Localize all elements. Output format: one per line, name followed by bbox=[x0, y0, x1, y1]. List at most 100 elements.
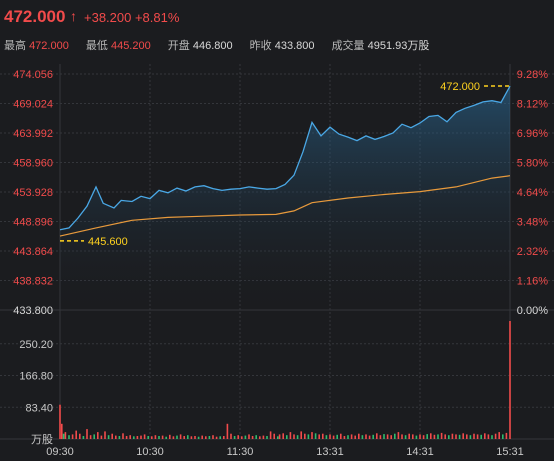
volume-bar bbox=[151, 436, 153, 439]
last-price: 472.000 bbox=[4, 7, 66, 26]
volume-bar bbox=[161, 435, 164, 439]
volume-bar bbox=[322, 433, 324, 439]
percent-tick-label: 6.96% bbox=[517, 128, 548, 140]
volume-bar bbox=[118, 436, 121, 439]
volume-bar bbox=[343, 436, 346, 439]
quote-header: 472.000 ↑ +38.200 +8.81% 最高 472.000 最低 4… bbox=[0, 0, 554, 58]
volume-bar bbox=[311, 432, 313, 439]
volume-bars bbox=[59, 321, 511, 439]
volume-bar bbox=[455, 434, 457, 439]
volume-bar bbox=[122, 433, 124, 439]
price-tick-label: 469.024 bbox=[13, 99, 53, 111]
percent-tick-label: 2.32% bbox=[517, 246, 548, 258]
time-tick-label: 09:30 bbox=[46, 446, 74, 458]
volume-bar bbox=[147, 436, 149, 439]
time-tick-label: 13:31 bbox=[316, 446, 344, 458]
volume-bar bbox=[237, 435, 239, 439]
volume-bar bbox=[336, 434, 338, 439]
volume-bar bbox=[278, 434, 281, 439]
percent-tick-label: 4.64% bbox=[517, 187, 548, 199]
volume-bar bbox=[201, 435, 203, 439]
volume-bar bbox=[498, 432, 500, 439]
volume-bar bbox=[347, 435, 349, 439]
volume-bar bbox=[318, 434, 320, 439]
price-line bbox=[59, 85, 511, 231]
volume-bar bbox=[277, 436, 279, 439]
price-tick-label: 438.832 bbox=[13, 276, 53, 288]
volume-bar bbox=[158, 436, 160, 439]
volume-bar bbox=[509, 321, 511, 439]
volume-bar bbox=[390, 435, 392, 439]
stat-label-volume: 成交量 bbox=[331, 40, 365, 52]
volume-bar bbox=[329, 434, 331, 439]
price-change: +38.200 +8.81% bbox=[84, 10, 180, 25]
volume-bar bbox=[190, 436, 193, 439]
volume-tick-label: 166.80 bbox=[19, 371, 53, 383]
volume-bar bbox=[97, 432, 99, 439]
volume-bar bbox=[262, 435, 265, 439]
volume-bar bbox=[104, 431, 106, 439]
volume-bar bbox=[397, 432, 400, 439]
price-area-fill bbox=[60, 86, 510, 310]
stat-value-high: 472.000 bbox=[29, 40, 69, 52]
volume-bar bbox=[255, 435, 257, 439]
volume-bar bbox=[169, 434, 171, 439]
low-marker-label: 445.600 bbox=[88, 236, 128, 248]
stat-label-prev-close: 昨收 bbox=[249, 40, 272, 52]
volume-bar bbox=[115, 435, 117, 439]
volume-bar bbox=[269, 431, 272, 439]
volume-bar bbox=[480, 434, 482, 439]
volume-bar bbox=[505, 432, 508, 439]
volume-bar bbox=[451, 433, 454, 439]
price-tick-label: 474.056 bbox=[13, 69, 53, 81]
time-tick-label: 15:31 bbox=[496, 446, 524, 458]
time-tick-label: 10:30 bbox=[136, 446, 164, 458]
volume-bar bbox=[140, 435, 142, 439]
volume-bar bbox=[143, 434, 146, 439]
volume-bar bbox=[494, 433, 497, 439]
volume-bar bbox=[408, 433, 410, 439]
volume-bar bbox=[205, 436, 207, 439]
stat-value-low: 445.200 bbox=[110, 40, 151, 52]
volume-bar bbox=[358, 433, 360, 439]
volume-bar bbox=[233, 436, 236, 439]
volume-bar bbox=[212, 435, 214, 439]
volume-tick-label: 83.40 bbox=[25, 402, 53, 414]
volume-unit-label: 万股 bbox=[31, 433, 53, 446]
high-marker-label: 472.000 bbox=[440, 81, 480, 93]
quote-stats: 最高 472.000 最低 445.200 开盘 446.800 昨收 433.… bbox=[4, 37, 443, 53]
percent-tick-label: 3.48% bbox=[517, 217, 548, 229]
volume-tick-label: 250.20 bbox=[19, 339, 53, 351]
volume-bar bbox=[419, 434, 421, 439]
volume-bar bbox=[75, 430, 77, 439]
average-price-line bbox=[59, 175, 511, 237]
volume-bar bbox=[430, 433, 432, 439]
percent-tick-label: 0.00% bbox=[517, 305, 548, 317]
volume-bar bbox=[289, 432, 292, 439]
annotations: 445.600 472.000 bbox=[60, 81, 510, 248]
volume-bar bbox=[422, 435, 425, 439]
volume-bar bbox=[448, 435, 450, 439]
volume-bar bbox=[187, 435, 189, 439]
price-tick-label: 433.800 bbox=[13, 305, 53, 317]
volume-bar bbox=[466, 434, 468, 439]
stat-value-open: 446.800 bbox=[192, 40, 233, 52]
volume-bar bbox=[293, 434, 295, 439]
percent-tick-label: 1.16% bbox=[517, 276, 548, 288]
time-tick-label: 14:31 bbox=[406, 446, 434, 458]
price-tick-label: 453.928 bbox=[13, 187, 53, 199]
volume-bar bbox=[176, 435, 178, 439]
volume-bar bbox=[248, 434, 250, 439]
volume-bar bbox=[361, 435, 364, 439]
volume-bar bbox=[365, 434, 367, 439]
volume-bar bbox=[273, 433, 275, 439]
volume-bar bbox=[350, 434, 353, 439]
volume-bar bbox=[368, 435, 371, 439]
volume-bar bbox=[179, 434, 182, 439]
volume-bar bbox=[125, 436, 128, 439]
volume-bar bbox=[376, 433, 378, 439]
volume-bar bbox=[300, 431, 302, 439]
volume-bar bbox=[79, 433, 81, 439]
volume-bar bbox=[129, 435, 131, 439]
